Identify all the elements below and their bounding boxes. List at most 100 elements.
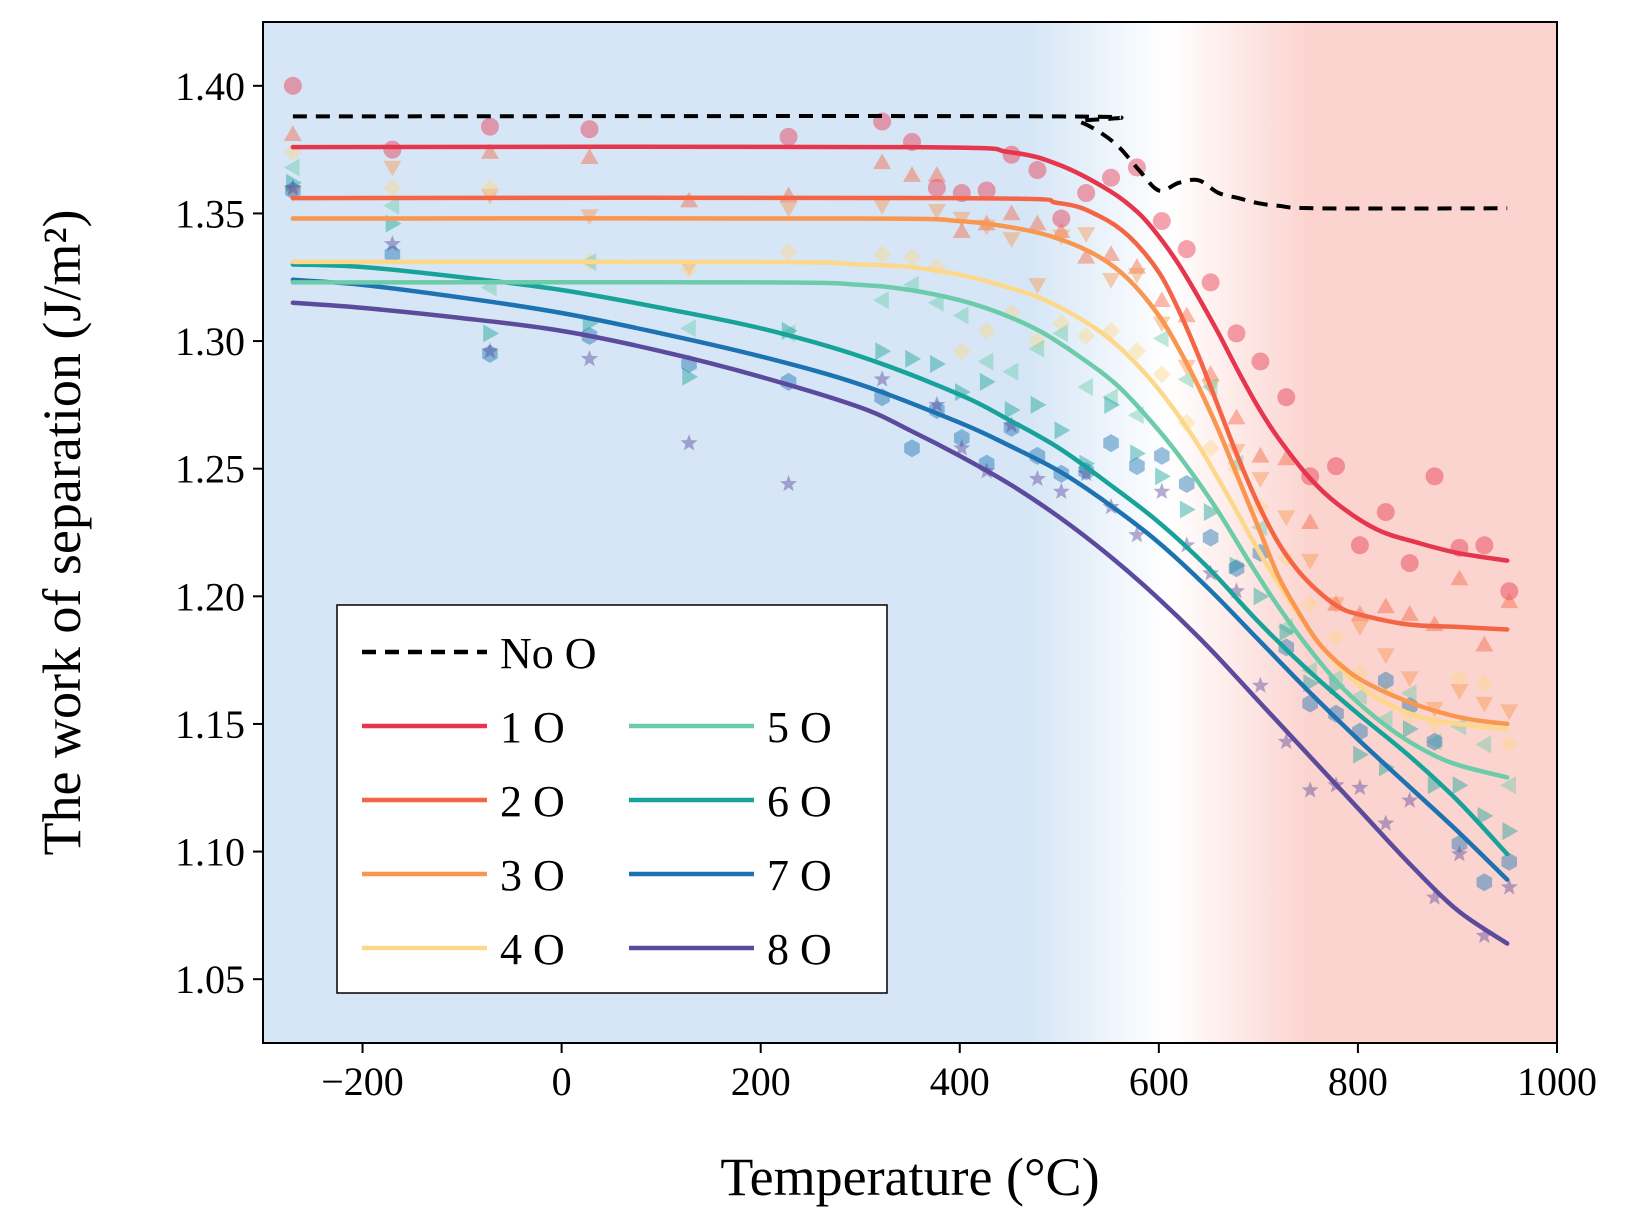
scatter-series-4-o — [283, 143, 1519, 754]
data-point — [1052, 324, 1069, 343]
series-line-3-o — [290, 216, 1510, 727]
data-point — [480, 117, 499, 136]
data-point — [1201, 439, 1220, 458]
series-line-6-o — [290, 262, 1510, 857]
data-point — [1052, 314, 1071, 333]
data-point — [1152, 329, 1169, 348]
data-point — [977, 181, 996, 200]
legend-label: 6 O — [767, 777, 832, 826]
data-point — [1102, 245, 1121, 262]
data-point — [1376, 503, 1395, 522]
data-point — [285, 181, 301, 200]
data-point — [1502, 822, 1519, 841]
data-point — [905, 349, 921, 368]
data-point — [1154, 446, 1170, 465]
data-point — [927, 166, 946, 182]
legend-label: 2 O — [500, 777, 565, 826]
data-point — [1500, 735, 1519, 754]
data-point — [1279, 623, 1296, 642]
data-point — [1500, 704, 1519, 721]
data-point — [979, 372, 996, 391]
data-point — [284, 178, 302, 196]
data-point — [1002, 232, 1021, 248]
data-point — [1475, 635, 1494, 652]
x-tick-label: −200 — [321, 1059, 404, 1104]
data-point — [1128, 526, 1146, 543]
data-point — [1475, 696, 1494, 713]
data-point — [1500, 878, 1518, 895]
data-point — [1500, 582, 1519, 601]
y-tick-label: 1.10 — [175, 830, 245, 875]
data-point — [1253, 587, 1270, 606]
data-point — [904, 439, 920, 458]
data-point — [1127, 342, 1146, 361]
data-point — [1351, 778, 1369, 796]
data-point — [1475, 674, 1494, 693]
data-point — [1079, 454, 1096, 473]
data-point — [1426, 888, 1444, 905]
data-point — [680, 260, 699, 277]
data-point — [1500, 592, 1519, 609]
data-point — [1227, 408, 1246, 425]
data-point — [1202, 528, 1219, 547]
data-point — [953, 429, 970, 448]
data-point — [580, 120, 599, 139]
data-point — [1327, 628, 1346, 647]
data-point — [482, 344, 498, 363]
series-line-1-o — [290, 144, 1510, 563]
y-tick-label: 1.20 — [175, 574, 245, 619]
data-point — [1077, 326, 1096, 345]
data-point — [1152, 316, 1171, 333]
data-point — [873, 153, 892, 170]
data-point — [1450, 717, 1467, 736]
legend-label: 3 O — [500, 851, 565, 900]
y-tick-label: 1.40 — [175, 64, 245, 109]
x-tick-label: 400 — [930, 1059, 990, 1104]
data-point — [1476, 873, 1493, 892]
data-point — [1103, 434, 1119, 453]
data-point — [1427, 776, 1444, 795]
data-point — [1251, 446, 1270, 463]
data-point — [1227, 582, 1246, 599]
data-point — [1153, 482, 1171, 499]
data-point — [1477, 806, 1494, 825]
data-point — [1102, 388, 1118, 407]
data-point — [1127, 267, 1146, 284]
y-tick-label: 1.35 — [175, 191, 245, 236]
data-point — [1452, 776, 1469, 795]
data-point — [1377, 814, 1395, 831]
data-point — [1400, 605, 1419, 621]
data-point — [283, 186, 302, 203]
data-point — [1353, 745, 1369, 764]
data-point — [1030, 395, 1047, 414]
data-point — [1201, 273, 1220, 292]
data-point — [1350, 620, 1369, 636]
data-point — [483, 324, 499, 343]
data-point — [1004, 400, 1021, 419]
data-point — [1376, 709, 1393, 728]
data-point — [1251, 472, 1270, 488]
data-point — [383, 196, 400, 215]
data-point — [680, 260, 699, 279]
data-point — [977, 352, 994, 371]
data-point — [1102, 168, 1121, 187]
data-point — [1425, 467, 1444, 486]
data-point — [1177, 370, 1194, 389]
data-point — [1475, 536, 1494, 555]
y-tick-label: 1.05 — [175, 957, 245, 1002]
data-point — [927, 204, 946, 220]
data-point — [1028, 278, 1047, 294]
legend-label: 8 O — [767, 925, 832, 974]
data-point — [1301, 781, 1319, 798]
data-point — [1052, 482, 1070, 499]
data-point — [1077, 227, 1096, 243]
legend-label: 5 O — [767, 703, 832, 752]
data-point — [1277, 510, 1296, 527]
data-point — [1178, 475, 1195, 494]
legend-label: No O — [500, 629, 597, 678]
legend: No O 1 O 2 O 3 O 4 O 5 O 6 O 7 O 8 O — [336, 604, 888, 994]
data-point — [1002, 416, 1021, 433]
data-point — [1401, 791, 1419, 808]
data-point — [1400, 554, 1419, 573]
